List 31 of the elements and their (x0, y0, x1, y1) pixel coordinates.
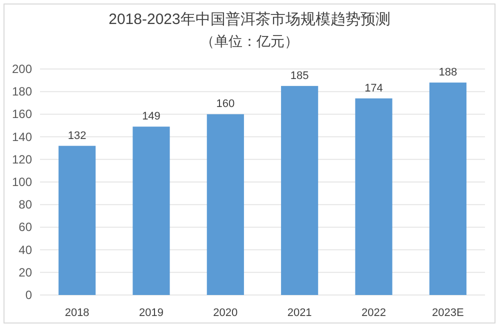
y-tick-label: 20 (18, 265, 32, 280)
y-tick-label: 80 (18, 198, 32, 212)
x-tick-label: 2022 (362, 307, 386, 319)
y-tick-label: 160 (12, 107, 32, 122)
bar (281, 86, 318, 295)
data-label: 185 (290, 70, 309, 82)
y-tick-label: 140 (12, 130, 32, 144)
x-tick-label: 2018 (64, 307, 90, 319)
x-tick-label: 2021 (287, 307, 312, 319)
y-tick-label: 120 (12, 152, 32, 166)
data-label: 188 (438, 66, 458, 79)
bar (206, 114, 244, 295)
data-label: 132 (68, 130, 86, 142)
y-tick-label: 100 (12, 175, 32, 189)
data-label: 174 (364, 82, 383, 94)
bar (429, 82, 466, 295)
data-label: 160 (216, 98, 235, 110)
data-label: 149 (142, 110, 160, 123)
x-tick-label: 2019 (139, 307, 164, 319)
x-tick-label: 2020 (213, 307, 238, 319)
x-tick-label: 2023E (432, 307, 464, 319)
chart-title: 2018-2023年中国普洱茶市场规模趋势预测 (108, 11, 390, 28)
y-tick-label: 60 (18, 220, 32, 234)
y-tick-label: 40 (18, 242, 32, 257)
bar (132, 126, 170, 295)
y-tick-label: 200 (12, 62, 32, 76)
bar (58, 146, 96, 295)
bar (355, 98, 392, 295)
y-tick-label: 180 (12, 84, 32, 99)
chart-subtitle: （单位：亿元） (200, 33, 298, 49)
y-tick-label: 0 (25, 288, 32, 302)
